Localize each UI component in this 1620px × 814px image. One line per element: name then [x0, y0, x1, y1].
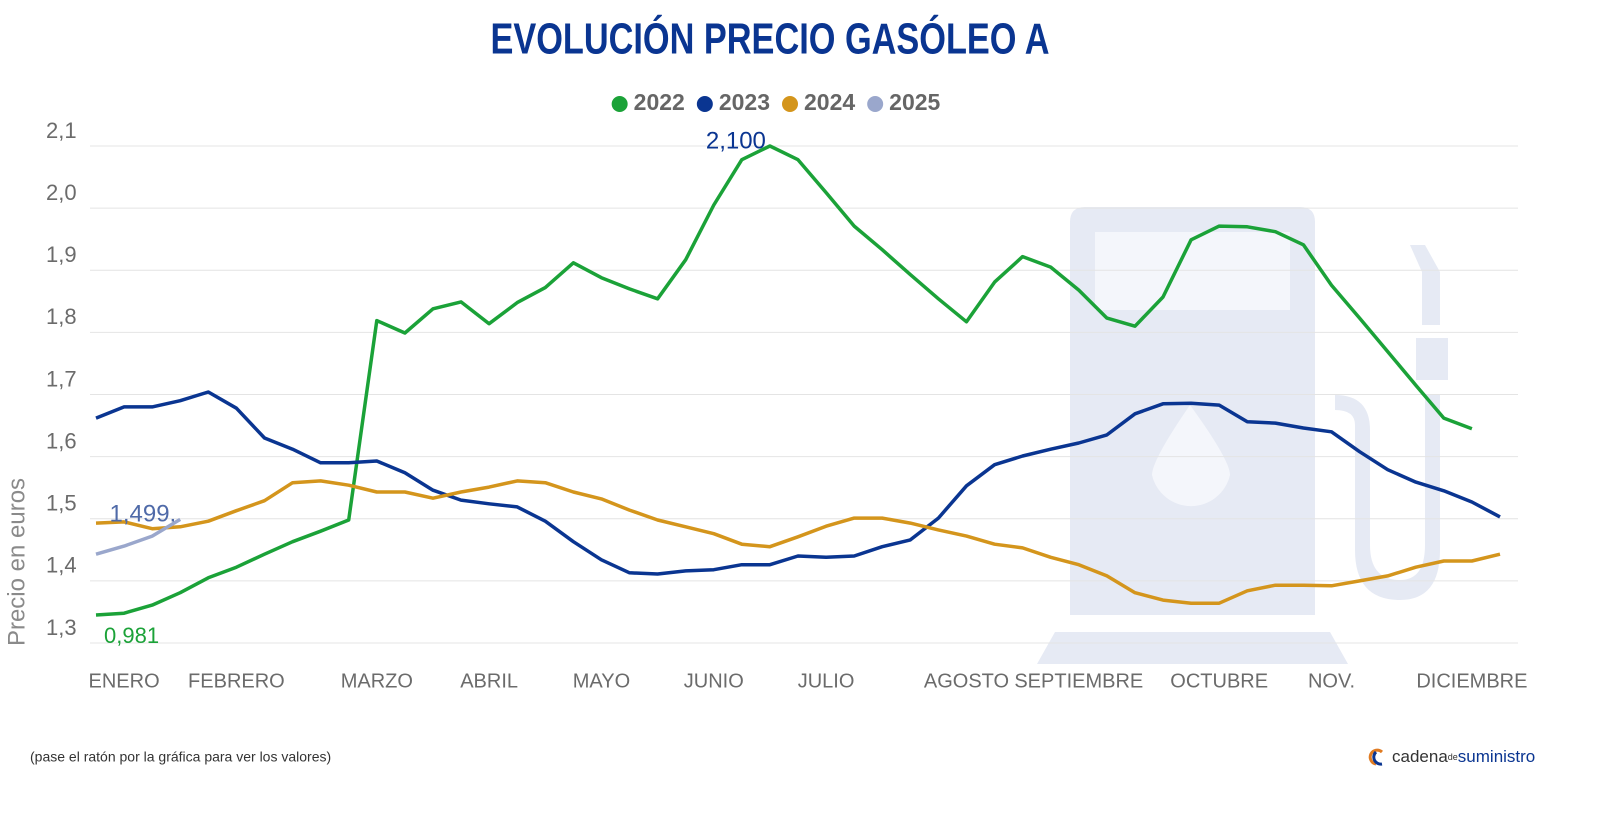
legend-marker: [867, 96, 884, 112]
annotation: 0,981: [104, 623, 159, 648]
x-tick-label: OCTUBRE: [1170, 670, 1268, 692]
y-axis-label: Precio en euros: [3, 478, 30, 646]
y-tick-label: 1,9: [46, 242, 77, 267]
legend-label: 2025: [889, 89, 940, 115]
legend-marker: [696, 96, 713, 112]
legend-label: 2023: [719, 89, 770, 115]
footnote: (pase el ratón por la gráfica para ver l…: [30, 749, 331, 765]
x-tick-label: JUNIO: [684, 670, 744, 692]
x-tick-label: ABRIL: [460, 670, 518, 692]
x-tick-label: ENERO: [89, 670, 160, 692]
y-tick-label: 1,5: [46, 491, 77, 516]
y-tick-label: 1,3: [46, 615, 77, 640]
brand-part: suministro: [1458, 747, 1535, 766]
legend-marker: [782, 96, 798, 112]
brand-part: de: [1448, 752, 1458, 762]
legend-label: 2022: [634, 89, 685, 115]
x-tick-label: SEPTIEMBRE: [1014, 670, 1143, 692]
x-tick-label: DICIEMBRE: [1416, 670, 1527, 692]
x-tick-label: AGOSTO: [924, 670, 1009, 692]
brand-text: cadenadesuministro: [1392, 747, 1535, 766]
series-line: [95, 144, 1473, 617]
x-tick-label: MARZO: [341, 670, 413, 692]
y-tick-label: 1,6: [46, 428, 77, 453]
y-tick-label: 1,4: [46, 553, 77, 578]
grid: [90, 145, 1518, 644]
legend-label: 2024: [804, 89, 855, 115]
brand-part: cadena: [1392, 747, 1448, 766]
y-tick-label: 1,8: [46, 304, 77, 329]
pump-watermark: [1037, 207, 1448, 664]
legend-marker: [611, 96, 628, 112]
series-line: [95, 517, 182, 556]
legend: 2022 2023 2024 2025: [611, 89, 941, 115]
y-tick-label: 1,7: [46, 366, 77, 391]
y-tick-label: 2,1: [46, 118, 77, 143]
x-tick-label: NOV.: [1308, 670, 1355, 692]
series-line: [95, 479, 1501, 605]
y-tick-label: 2,0: [46, 180, 77, 205]
x-tick-label: JULIO: [798, 670, 855, 692]
x-tick-label: FEBRERO: [188, 670, 285, 692]
chart-title: EVOLUCIÓN PRECIO GASÓLEO A: [490, 15, 1049, 64]
data-label: 2,100: [706, 127, 766, 154]
brand-logo: cadenadesuministro: [1368, 747, 1535, 766]
data-label: 1,499.: [110, 501, 177, 528]
x-tick-label: MAYO: [573, 670, 630, 692]
series-line: [95, 390, 1501, 576]
